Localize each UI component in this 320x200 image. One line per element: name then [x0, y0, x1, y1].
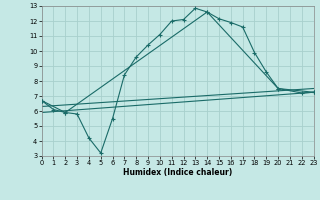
X-axis label: Humidex (Indice chaleur): Humidex (Indice chaleur) — [123, 168, 232, 177]
